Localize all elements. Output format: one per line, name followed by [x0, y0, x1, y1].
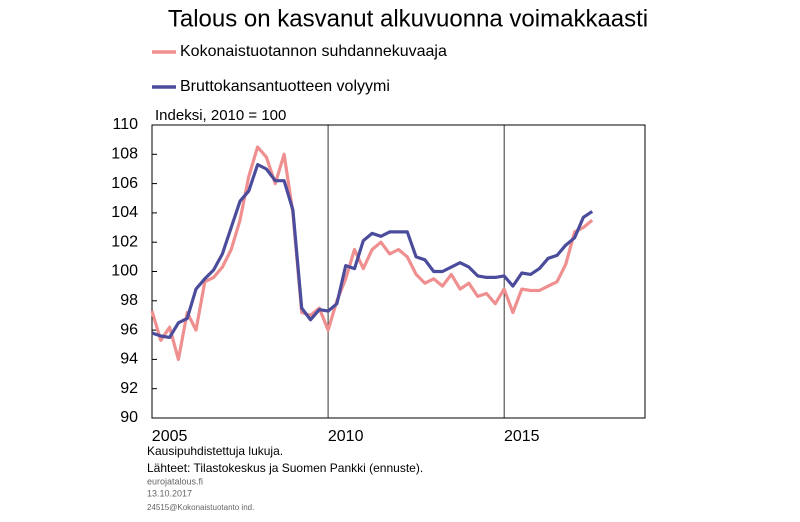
series-line [150, 145, 594, 361]
y-tick-label: 92 [120, 380, 138, 397]
series-line [151, 163, 594, 339]
footnote: Lähteet: Tilastokeskus ja Suomen Pankki … [147, 461, 423, 475]
x-tick-label: 2005 [152, 428, 188, 445]
footnote: 13.10.2017 [147, 488, 192, 498]
y-tick-label: 104 [111, 204, 138, 221]
footnote: Kausipuhdistettuja lukuja. [147, 444, 283, 458]
y-tick-label: 102 [111, 233, 138, 250]
x-tick-label: 2010 [328, 428, 364, 445]
x-tick-label: 2015 [504, 428, 540, 445]
y-tick-label: 108 [111, 146, 138, 163]
y-tick-label: 90 [120, 409, 138, 426]
y-tick-label: 110 [112, 116, 138, 133]
chart-title: Talous on kasvanut alkuvuonna voimakkaas… [168, 5, 648, 32]
y-axis-label: Indeksi, 2010 = 100 [155, 107, 286, 124]
y-tick-label: 100 [111, 263, 138, 280]
plot-frame [151, 124, 646, 419]
y-tick-label: 106 [111, 175, 138, 192]
footnote: eurojatalous.fi [147, 476, 203, 486]
y-tick-label: 94 [120, 351, 138, 368]
legend-label: Bruttokansantuotteen volyymi [180, 78, 390, 95]
y-tick-label: 96 [120, 321, 138, 338]
footnote: 24515@Kokonaistuotanto ind. [147, 503, 254, 512]
y-tick-label: 98 [120, 292, 138, 309]
legend-label: Kokonaistuotannon suhdannekuvaaja [180, 43, 447, 60]
